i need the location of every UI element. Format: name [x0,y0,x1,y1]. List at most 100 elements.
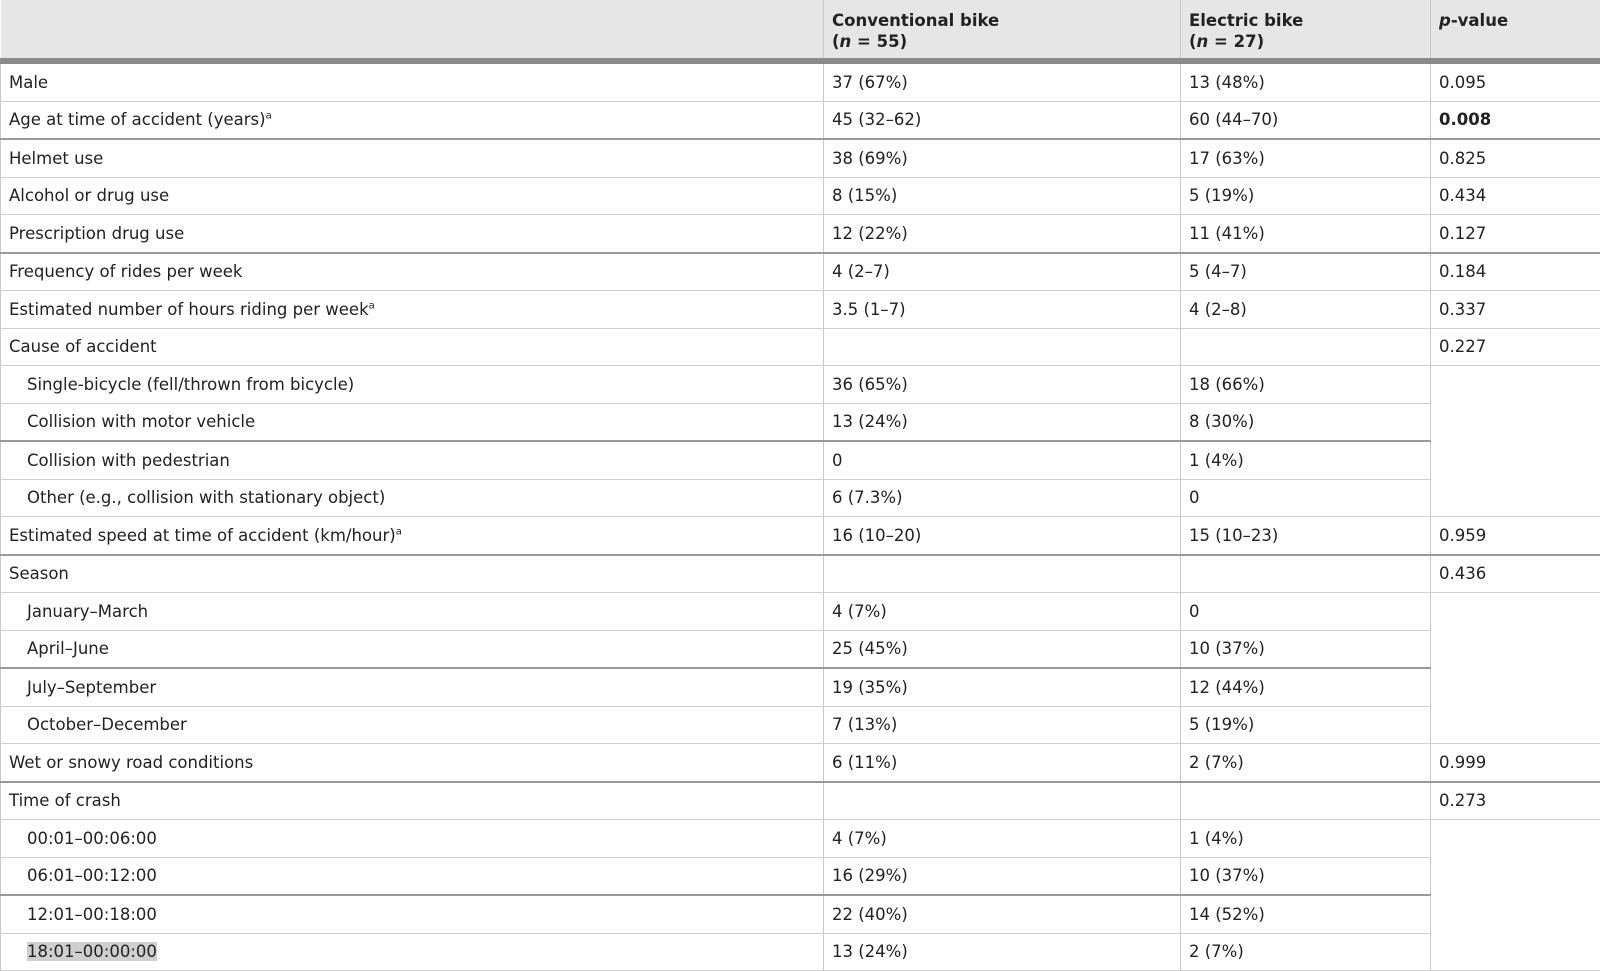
row-label: Single-bicycle (fell/thrown from bicycle… [1,366,824,404]
table-row: Frequency of rides per week 4 (2–7) 5 (4… [1,253,1600,291]
header-conventional-n-label: n [840,32,852,51]
p-value: 0.127 [1431,215,1600,253]
table-row: Collision with motor vehicle 13 (24%) 8 … [1,403,1600,441]
row-label: Age at time of accident (years)a [1,101,824,139]
table-row: October–December 7 (13%) 5 (19%) [1,706,1600,744]
row-label: April–June [1,630,824,668]
conventional-value: 38 (69%) [824,139,1181,177]
p-value: 0.008 [1431,101,1600,139]
table-row: Estimated number of hours riding per wee… [1,291,1600,329]
highlighted-selection[interactable]: 18:01–00:00:00 [27,942,157,961]
row-label: Male [1,61,824,101]
electric-value: 13 (48%) [1181,61,1431,101]
row-label: Collision with motor vehicle [1,403,824,441]
p-value-span [1431,366,1600,517]
electric-value: 5 (19%) [1181,177,1431,215]
conventional-value: 16 (10–20) [824,517,1181,555]
row-label: Estimated number of hours riding per wee… [1,291,824,329]
conventional-value: 0 [824,441,1181,479]
row-label: 06:01–00:12:00 [1,857,824,895]
conventional-value: 13 (24%) [824,403,1181,441]
conventional-value [824,328,1181,366]
conventional-value: 36 (65%) [824,366,1181,404]
header-conventional-title: Conventional bike [832,11,999,30]
header-conventional-n-value: = 55) [851,32,907,51]
electric-value: 4 (2–8) [1181,291,1431,329]
conventional-value: 7 (13%) [824,706,1181,744]
electric-value: 5 (4–7) [1181,253,1431,291]
table-row: Collision with pedestrian 0 1 (4%) [1,441,1600,479]
electric-value: 1 (4%) [1181,441,1431,479]
footnote-marker: a [369,300,375,311]
header-electric-title: Electric bike [1189,11,1303,30]
table-row: 00:01–00:06:00 4 (7%) 1 (4%) [1,820,1600,858]
table-row: July–September 19 (35%) 12 (44%) [1,668,1600,706]
electric-value [1181,555,1431,593]
row-label: Season [1,555,824,593]
p-value: 0.095 [1431,61,1600,101]
row-label: Helmet use [1,139,824,177]
header-electric-n-value: = 27) [1208,32,1264,51]
header-p-rest: -value [1451,11,1508,30]
p-value: 0.273 [1431,782,1600,820]
conventional-value: 6 (7.3%) [824,479,1181,517]
electric-value: 2 (7%) [1181,744,1431,782]
conventional-value: 4 (2–7) [824,253,1181,291]
p-value: 0.337 [1431,291,1600,329]
electric-value: 15 (10–23) [1181,517,1431,555]
conventional-value: 16 (29%) [824,857,1181,895]
electric-value: 10 (37%) [1181,857,1431,895]
header-electric-n-label: n [1197,32,1209,51]
conventional-value: 8 (15%) [824,177,1181,215]
row-label-text: Estimated number of hours riding per wee… [9,300,369,319]
row-label: Estimated speed at time of accident (km/… [1,517,824,555]
table-row: 06:01–00:12:00 16 (29%) 10 (37%) [1,857,1600,895]
table-row: Other (e.g., collision with stationary o… [1,479,1600,517]
conventional-value: 22 (40%) [824,895,1181,933]
table-row: Cause of accident 0.227 [1,328,1600,366]
electric-value: 17 (63%) [1181,139,1431,177]
electric-value: 5 (19%) [1181,706,1431,744]
row-label: Frequency of rides per week [1,253,824,291]
electric-value: 0 [1181,593,1431,631]
row-label: Alcohol or drug use [1,177,824,215]
footnote-marker: a [396,526,402,537]
p-value: 0.434 [1431,177,1600,215]
table-row: Single-bicycle (fell/thrown from bicycle… [1,366,1600,404]
table-row: Helmet use 38 (69%) 17 (63%) 0.825 [1,139,1600,177]
header-variable [1,0,824,61]
table-row: Time of crash 0.273 [1,782,1600,820]
electric-value: 12 (44%) [1181,668,1431,706]
table-row: Alcohol or drug use 8 (15%) 5 (19%) 0.43… [1,177,1600,215]
row-label: October–December [1,706,824,744]
row-label-text: Estimated speed at time of accident (km/… [9,526,396,545]
p-value: 0.227 [1431,328,1600,366]
electric-value [1181,328,1431,366]
conventional-value: 12 (22%) [824,215,1181,253]
p-value: 0.959 [1431,517,1600,555]
table-row: 12:01–00:18:00 22 (40%) 14 (52%) [1,895,1600,933]
row-label: Cause of accident [1,328,824,366]
conventional-value [824,782,1181,820]
row-label: July–September [1,668,824,706]
header-electric-bike: Electric bike (n = 27) [1181,0,1431,61]
electric-value: 10 (37%) [1181,630,1431,668]
conventional-value: 25 (45%) [824,630,1181,668]
row-label: Prescription drug use [1,215,824,253]
conventional-value: 4 (7%) [824,820,1181,858]
electric-value: 60 (44–70) [1181,101,1431,139]
electric-value: 18 (66%) [1181,366,1431,404]
header-p-value: p-value [1431,0,1600,61]
row-label: January–March [1,593,824,631]
p-value-span [1431,820,1600,971]
row-label: Time of crash [1,782,824,820]
conventional-value: 4 (7%) [824,593,1181,631]
electric-value: 14 (52%) [1181,895,1431,933]
row-label: Wet or snowy road conditions [1,744,824,782]
electric-value: 1 (4%) [1181,820,1431,858]
row-label: 00:01–00:06:00 [1,820,824,858]
header-conventional-bike: Conventional bike (n = 55) [824,0,1181,61]
table-row: Estimated speed at time of accident (km/… [1,517,1600,555]
row-label: 12:01–00:18:00 [1,895,824,933]
